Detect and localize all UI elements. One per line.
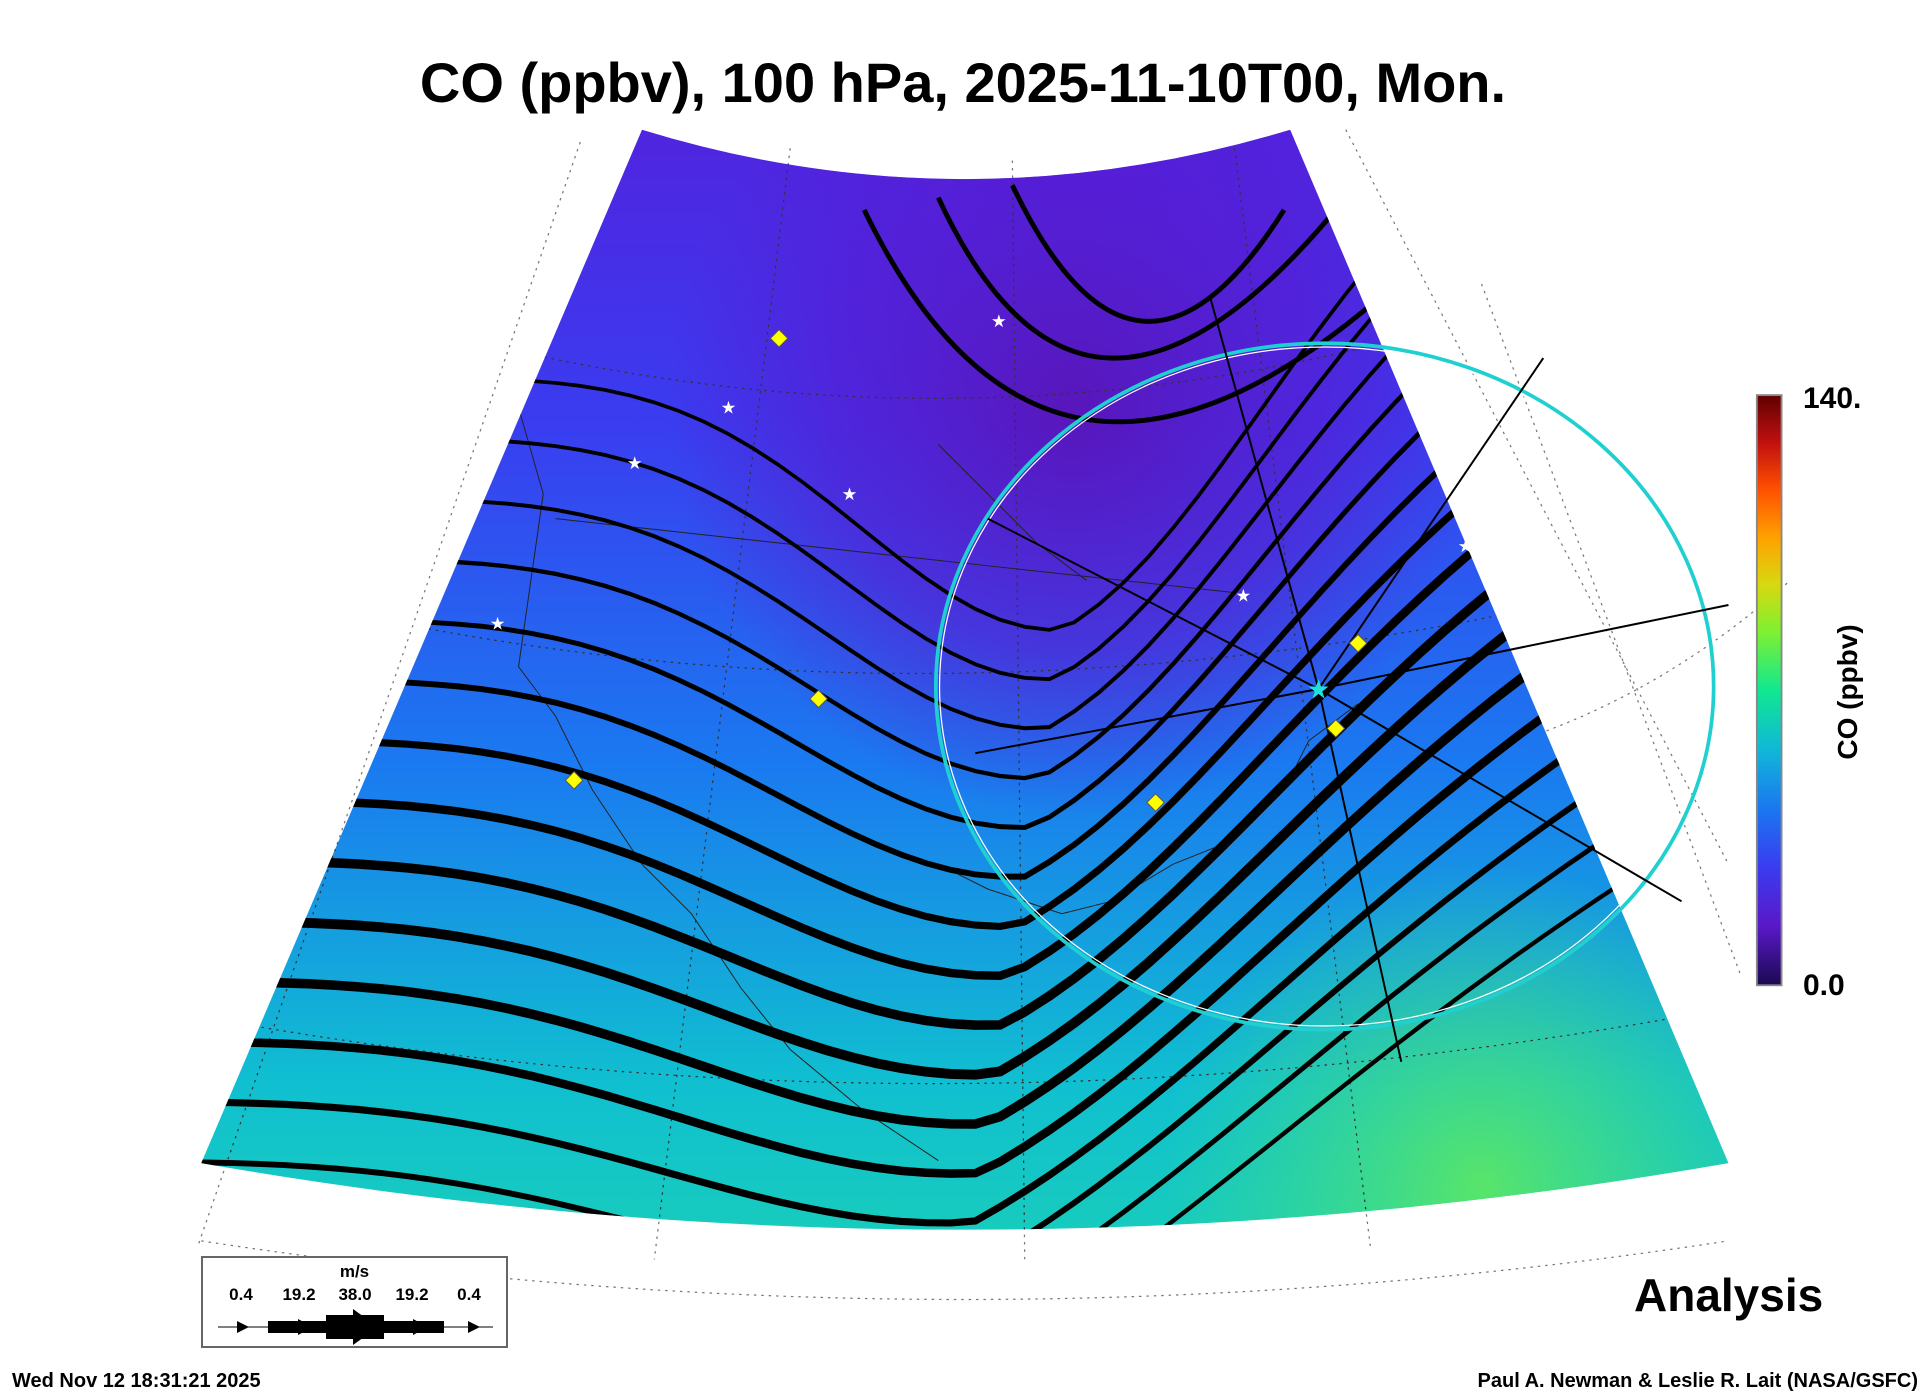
legend-value: 0.4 [457, 1285, 481, 1304]
star-marker-icon: ★ [721, 398, 736, 418]
streamline [201, 805, 1729, 1230]
legend-value: 38.0 [338, 1285, 372, 1304]
legend-value: 0.4 [229, 1285, 253, 1304]
star-marker-icon: ★ [1458, 536, 1473, 556]
streamline [862, 208, 1397, 425]
streamline [1010, 184, 1287, 324]
flight-circle [933, 296, 1729, 1063]
colorbar-title: CO (ppbv) [1832, 624, 1863, 760]
colorbar-min-label: 0.0 [1803, 969, 1845, 1002]
footer-timestamp: Wed Nov 12 18:31:21 2025 [12, 1370, 261, 1392]
streamline [936, 196, 1348, 361]
colorbar-max-label: 140. [1803, 382, 1862, 415]
product-label: Analysis [1634, 1269, 1824, 1321]
diamond-marker-icon [769, 328, 789, 348]
star-marker-icon: ★ [991, 311, 1006, 331]
streamline [201, 525, 1729, 1129]
footer-credit: Paul A. Newman & Leslie R. Lait (NASA/GS… [1477, 1370, 1918, 1392]
streamline [201, 637, 1729, 1227]
legend-value: 19.2 [282, 1285, 316, 1304]
legend-value: 19.2 [395, 1285, 429, 1304]
streamline [201, 694, 1729, 1230]
diamond-marker-icon [564, 770, 584, 790]
wind-speed-legend: m/s 0.4 19.2 38.0 19.2 0.4 [201, 1256, 508, 1348]
diamond-marker-icon [809, 689, 828, 709]
legend-unit: m/s [339, 1262, 370, 1281]
site-markers: ★ ★ ★ ★ ★ ★ ★ [490, 311, 1473, 812]
star-marker-icon: ★ [627, 453, 642, 473]
star-marker-icon: ★ [490, 614, 505, 634]
streamline [201, 413, 1729, 1030]
diamond-marker-icon [1326, 719, 1346, 738]
colorbar [1755, 394, 1783, 987]
map-title: CO (ppbv), 100 hPa, 2025-11-10T00, Mon. [419, 51, 1507, 114]
streamline [201, 469, 1729, 1080]
legend-arrow-scale [218, 1309, 493, 1345]
diamond-marker-icon [1146, 793, 1166, 812]
star-marker-icon: ★ [1236, 585, 1251, 605]
streamline [201, 581, 1729, 1178]
diamond-marker-icon [1348, 633, 1368, 653]
streamline [201, 750, 1729, 1230]
star-marker-icon: ★ [842, 484, 857, 504]
center-star-icon [1308, 679, 1329, 699]
